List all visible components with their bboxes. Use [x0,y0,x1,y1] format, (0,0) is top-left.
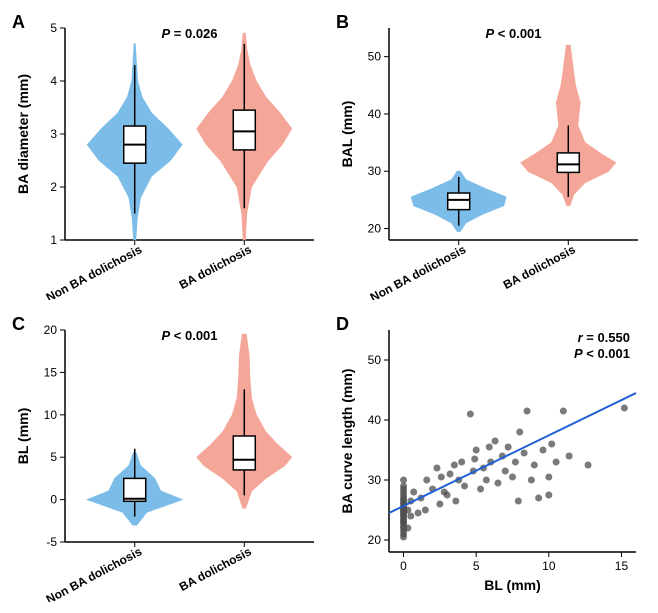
svg-text:BA diameter (mm): BA diameter (mm) [15,74,31,194]
panel-b: B 20 30 40 50 BAL (mm) Non BA dolichosis BA do… [334,10,648,302]
svg-text:5: 5 [50,21,57,35]
svg-text:P = 0.026: P = 0.026 [161,26,217,41]
svg-text:r = 0.550: r = 0.550 [578,330,630,345]
svg-text:50: 50 [368,50,382,64]
svg-text:0: 0 [400,559,407,573]
svg-text:50: 50 [368,353,382,367]
panel-a: A 1 2 3 4 5 BA diameter (mm) Non BA dolichosis… [10,10,324,302]
svg-text:P < 0.001: P < 0.001 [485,26,541,41]
svg-text:BA dolichosis: BA dolichosis [501,242,578,292]
panel-d-svg: 20 30 40 50 0 5 10 15 BA curve length (mm) BL (mm… [334,312,648,602]
svg-text:BA dolichosis: BA dolichosis [177,242,254,292]
svg-text:-5: -5 [46,535,57,549]
panel-a-svg: 1 2 3 4 5 BA diameter (mm) Non BA dolichosis BA… [10,10,324,300]
svg-text:P < 0.001: P < 0.001 [161,328,217,343]
panel-c: C -5 0 5 10 15 20 BL (mm) Non BA dolichosis BA d… [10,312,324,604]
svg-text:4: 4 [50,74,57,88]
svg-text:5: 5 [50,450,57,464]
svg-text:Non BA dolichosis: Non BA dolichosis [44,544,145,602]
svg-text:20: 20 [368,533,382,547]
panel-a-label: A [12,12,25,33]
svg-text:20: 20 [368,222,382,236]
svg-text:BA curve length (mm): BA curve length (mm) [339,368,355,513]
panel-d-label: D [336,314,349,335]
svg-text:BL (mm): BL (mm) [15,407,31,464]
figure-grid: A 1 2 3 4 5 BA diameter (mm) Non BA dolichosis… [10,10,648,603]
svg-text:5: 5 [473,559,480,573]
svg-text:BA dolichosis: BA dolichosis [177,544,254,594]
svg-text:P < 0.001: P < 0.001 [574,346,630,361]
panel-b-svg: 20 30 40 50 BAL (mm) Non BA dolichosis BA doli… [334,10,648,300]
panel-c-label: C [12,314,25,335]
panel-d: D 20 30 40 50 0 5 10 15 BA curve length (mm) BL (… [334,312,648,604]
svg-text:1: 1 [50,233,57,247]
svg-text:40: 40 [368,413,382,427]
svg-text:3: 3 [50,127,57,141]
svg-text:40: 40 [368,107,382,121]
panel-c-svg: -5 0 5 10 15 20 BL (mm) Non BA dolichosis BA dol… [10,312,324,602]
svg-text:10: 10 [44,407,58,421]
panel-b-label: B [336,12,349,33]
svg-text:0: 0 [50,492,57,506]
svg-text:2: 2 [50,180,57,194]
svg-text:Non BA dolichosis: Non BA dolichosis [44,242,145,300]
svg-text:30: 30 [368,473,382,487]
svg-text:20: 20 [44,323,58,337]
svg-text:BL (mm): BL (mm) [484,577,541,593]
svg-text:Non BA dolichosis: Non BA dolichosis [368,242,469,300]
svg-text:BAL (mm): BAL (mm) [339,101,355,168]
svg-text:15: 15 [615,559,629,573]
svg-text:10: 10 [542,559,556,573]
svg-text:30: 30 [368,164,382,178]
svg-text:15: 15 [44,365,58,379]
